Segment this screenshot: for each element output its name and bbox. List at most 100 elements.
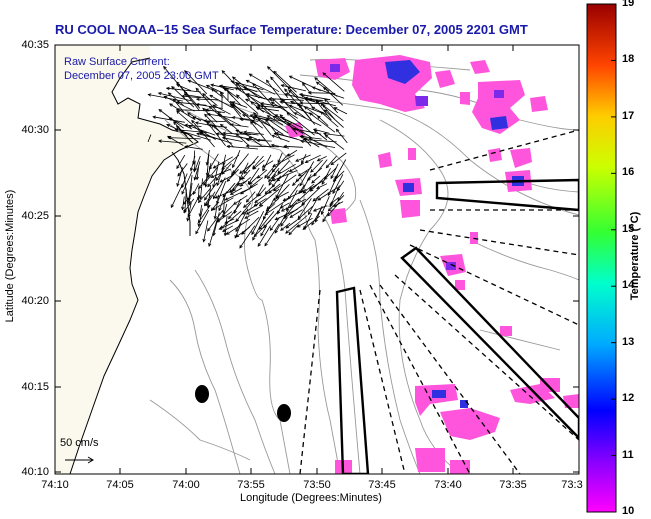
buoy-marker-west bbox=[195, 385, 209, 403]
current-vector-head bbox=[287, 122, 292, 127]
current-vector-head bbox=[277, 159, 281, 164]
current-vector bbox=[210, 84, 234, 91]
current-vector-head bbox=[295, 178, 300, 183]
current-vector bbox=[217, 111, 241, 133]
colorbar-label: Temperature (°C) bbox=[629, 211, 641, 301]
current-vector-head bbox=[216, 182, 220, 187]
current-vector-head bbox=[291, 182, 296, 187]
current-vector bbox=[316, 183, 328, 189]
current-vector bbox=[202, 108, 218, 123]
current-vector bbox=[284, 145, 303, 148]
current-vector-head bbox=[300, 139, 305, 144]
current-vector-head bbox=[315, 81, 320, 85]
current-vector bbox=[259, 188, 280, 207]
current-vector bbox=[262, 154, 272, 171]
current-vector bbox=[205, 109, 225, 113]
current-vector-head bbox=[308, 137, 313, 141]
current-vector-head bbox=[180, 130, 185, 134]
current-vector-head bbox=[225, 231, 230, 235]
colorbar-tick-label: 12 bbox=[622, 392, 635, 404]
current-vector bbox=[226, 218, 251, 235]
current-vector-head bbox=[316, 158, 321, 162]
current-vector-head bbox=[231, 171, 235, 176]
current-vector bbox=[200, 178, 203, 199]
current-vector bbox=[258, 210, 275, 230]
current-vector bbox=[314, 129, 328, 141]
current-vector bbox=[293, 128, 322, 135]
current-vector bbox=[236, 82, 265, 100]
x-tick-label: 73:3 bbox=[561, 479, 583, 491]
current-vector bbox=[168, 137, 201, 140]
current-vector bbox=[213, 125, 234, 148]
current-vector bbox=[300, 174, 312, 193]
x-tick-label: 74:00 bbox=[172, 479, 200, 491]
current-vector-head bbox=[322, 218, 326, 223]
current-vector bbox=[188, 183, 193, 204]
current-vector-head bbox=[288, 89, 292, 94]
current-vector bbox=[302, 183, 315, 194]
current-vector-head bbox=[175, 108, 180, 112]
current-vector bbox=[219, 219, 239, 230]
current-vector-head bbox=[253, 203, 258, 207]
current-vector bbox=[230, 124, 249, 128]
current-vector bbox=[257, 225, 271, 247]
current-vector bbox=[301, 153, 307, 164]
current-vector bbox=[321, 196, 330, 215]
current-vector-head bbox=[260, 232, 264, 237]
current-vector bbox=[317, 115, 329, 126]
current-vector bbox=[336, 129, 348, 144]
current-vector bbox=[247, 167, 260, 185]
current-vector bbox=[239, 162, 249, 180]
current-vector-head bbox=[187, 125, 192, 129]
current-vector bbox=[334, 107, 348, 115]
current-vector-head bbox=[165, 86, 170, 91]
current-vector-head bbox=[243, 130, 248, 134]
current-vector-head bbox=[203, 196, 208, 201]
current-vector bbox=[301, 135, 312, 147]
current-vector bbox=[287, 183, 300, 200]
current-vector-head bbox=[265, 118, 269, 123]
current-vector bbox=[285, 219, 298, 229]
current-vector-head bbox=[212, 195, 217, 200]
current-vector-head bbox=[210, 83, 215, 87]
current-vector-head bbox=[297, 172, 302, 177]
current-vector bbox=[253, 197, 267, 207]
current-vector-head bbox=[228, 215, 232, 220]
current-vector bbox=[221, 70, 242, 91]
current-vector-head bbox=[288, 75, 293, 79]
current-vector bbox=[279, 114, 298, 135]
current-vector-head bbox=[274, 216, 279, 221]
current-vector bbox=[166, 124, 193, 137]
current-vector bbox=[256, 184, 264, 197]
current-vector bbox=[198, 187, 211, 203]
current-vector-head bbox=[303, 106, 308, 110]
current-vector-head bbox=[250, 119, 255, 123]
current-vector-head bbox=[176, 110, 180, 114]
current-vector-head bbox=[234, 87, 239, 91]
current-vector-head bbox=[166, 124, 170, 128]
current-vector-head bbox=[232, 164, 236, 169]
current-vector bbox=[225, 187, 251, 201]
current-vector-head bbox=[226, 178, 231, 182]
current-vector bbox=[252, 155, 264, 169]
current-vector bbox=[241, 169, 251, 180]
current-vector bbox=[268, 173, 276, 186]
current-vector-head bbox=[202, 107, 206, 112]
current-vector-head bbox=[239, 176, 243, 181]
current-vector bbox=[324, 134, 345, 150]
current-vector bbox=[332, 174, 344, 194]
coastline bbox=[69, 57, 199, 474]
current-vector bbox=[249, 176, 259, 185]
current-vector bbox=[198, 208, 203, 227]
current-vector bbox=[289, 209, 303, 218]
current-vector-head bbox=[252, 82, 256, 87]
current-vector bbox=[170, 183, 184, 208]
current-vector bbox=[204, 194, 212, 206]
current-vector-head bbox=[257, 243, 261, 247]
current-vector bbox=[305, 154, 321, 163]
current-vector-head bbox=[312, 197, 317, 202]
current-vector-head bbox=[202, 93, 206, 97]
current-vector bbox=[314, 77, 338, 97]
current-vector-head bbox=[230, 103, 234, 108]
current-vector bbox=[209, 153, 219, 170]
